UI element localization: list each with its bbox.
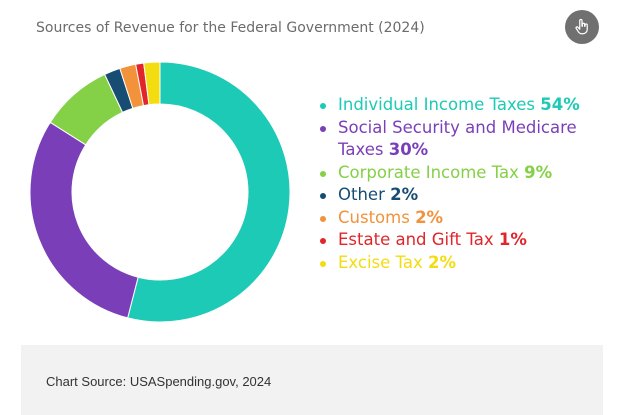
legend-marker: [320, 193, 326, 199]
legend-marker: [320, 238, 326, 244]
legend-label: Individual Income Taxes: [338, 95, 536, 114]
pointer-hand-icon: [575, 18, 588, 35]
donut-chart: [29, 61, 291, 323]
legend-item-corporate-income-tax: Corporate Income Tax 9%: [320, 162, 620, 185]
chart-source-footer: Chart Source: USASpending.gov, 2024: [21, 345, 603, 415]
legend-item-excise-tax: Excise Tax 2%: [320, 252, 620, 275]
legend-item-individual-income-taxes: Individual Income Taxes 54%: [320, 94, 620, 117]
legend-item-customs: Customs 2%: [320, 207, 620, 230]
legend-item-estate-and-gift-tax: Estate and Gift Tax 1%: [320, 229, 620, 252]
legend-marker: [320, 170, 326, 177]
legend-value: 2%: [390, 185, 419, 204]
legend-label: Other: [338, 185, 385, 204]
legend-item-other: Other 2%: [320, 184, 620, 207]
legend-value: 30%: [388, 140, 429, 159]
legend-label: Customs: [338, 207, 410, 227]
legend-value: 1%: [498, 230, 527, 249]
donut-slice-excise-tax[interactable]: [143, 61, 161, 106]
legend-marker: [320, 260, 326, 267]
legend-value: 54%: [540, 95, 580, 114]
legend-label: Excise Tax: [338, 252, 423, 272]
donut-slice-individual-income-taxes[interactable]: [127, 61, 291, 323]
legend-label: Corporate Income Tax: [338, 162, 519, 182]
legend-item-social-security-and-medicare-taxes: Social Security and Medicare Taxes 30%: [320, 117, 620, 162]
donut-slice-social-security-and-medicare-taxes[interactable]: [29, 121, 139, 319]
chart-title: Sources of Revenue for the Federal Gover…: [36, 20, 425, 36]
legend-marker: [320, 103, 326, 109]
legend-label: Social Security and Medicare Taxes: [338, 117, 577, 160]
legend-marker: [320, 215, 326, 222]
legend-label: Estate and Gift Tax: [338, 230, 494, 249]
legend-value: 9%: [524, 162, 553, 182]
interact-button[interactable]: [565, 10, 599, 44]
chart-legend: Individual Income Taxes 54% Social Securi…: [320, 94, 620, 274]
legend-marker: [320, 125, 326, 132]
legend-value: 2%: [415, 207, 444, 227]
chart-source-text: Chart Source: USASpending.gov, 2024: [46, 374, 272, 389]
legend-value: 2%: [428, 252, 457, 272]
